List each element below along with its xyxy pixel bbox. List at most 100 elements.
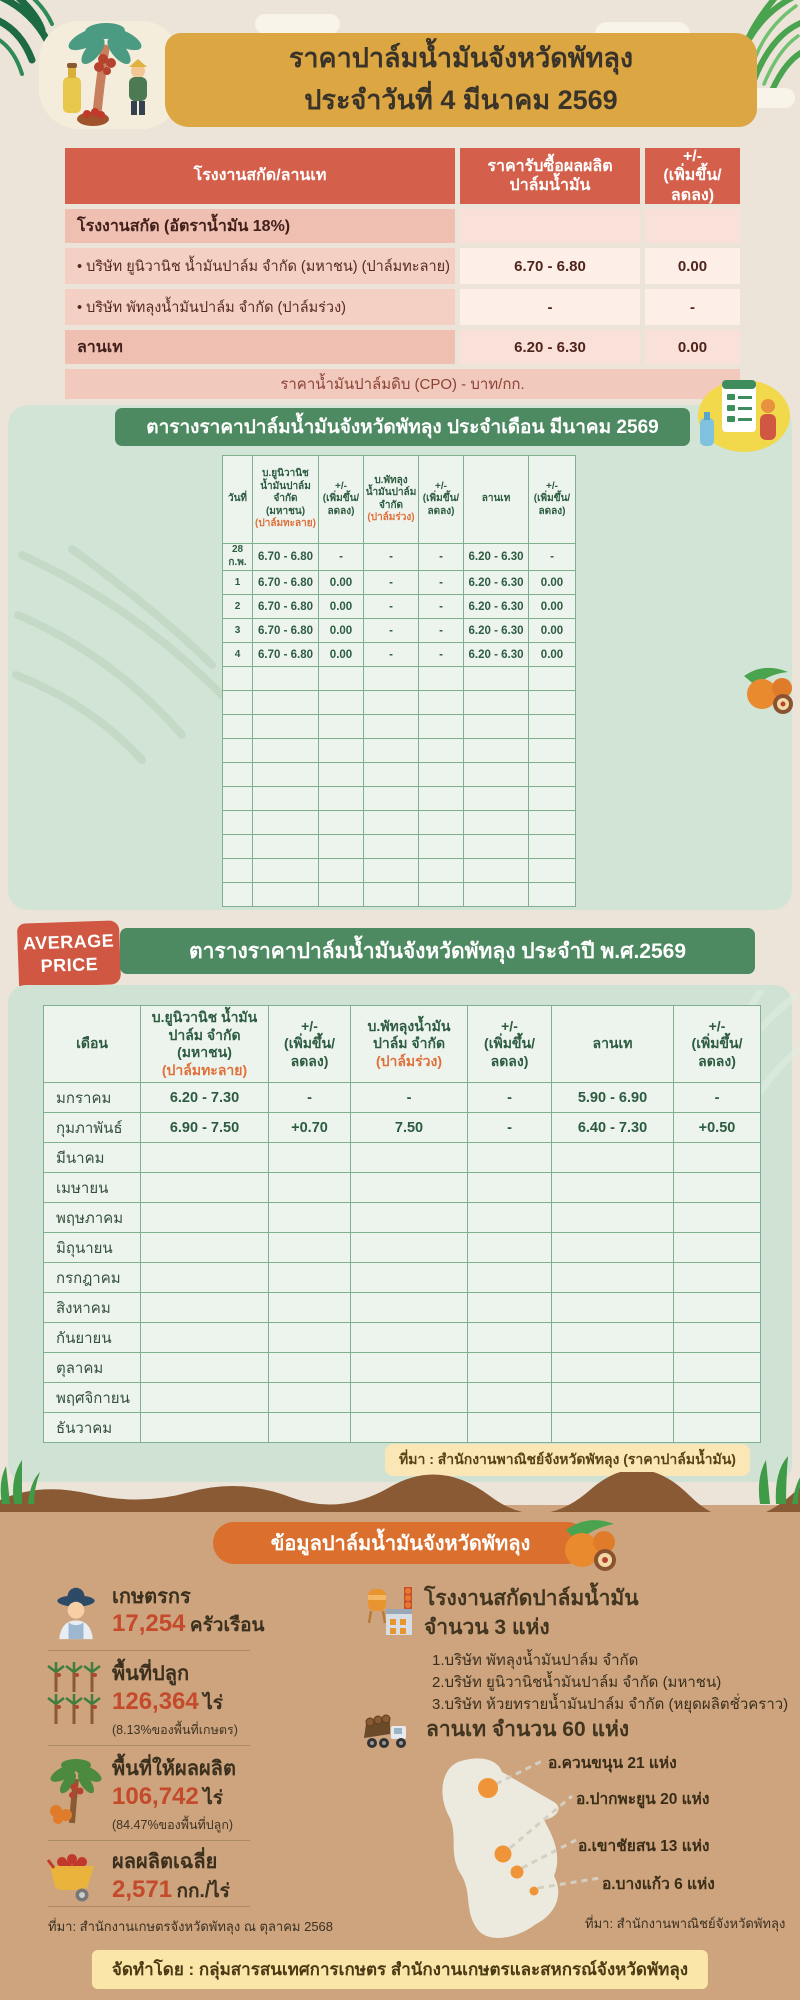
table-cell bbox=[418, 762, 464, 787]
table-cell: - bbox=[418, 594, 464, 619]
table-cell bbox=[222, 834, 253, 859]
table-row: 4 6.70 - 6.80 0.00- -6.20 - 6.30 0.00 bbox=[222, 642, 576, 667]
table-cell: พฤษภาคม bbox=[43, 1202, 141, 1233]
table-cell: - bbox=[528, 543, 576, 571]
table-row bbox=[222, 690, 576, 715]
table-cell bbox=[363, 810, 419, 835]
table-cell bbox=[467, 1232, 552, 1263]
monthly-header-row: วันที่ บ.ยูนิวานิช น้ำมันปาล์ม จำกัด (มหา… bbox=[222, 455, 576, 544]
stat-value-line: 126,364 ไร่ bbox=[112, 1688, 223, 1718]
monthly-price-table: วันที่ บ.ยูนิวานิช น้ำมันปาล์ม จำกัด (มหา… bbox=[222, 455, 576, 907]
factory-item: 3.บริษัท ห้วยทรายน้ำมันปาล์ม จำกัด (หยุด… bbox=[432, 1696, 789, 1713]
stat-value: 106,742 bbox=[112, 1783, 199, 1810]
left-source-note: ที่มา: สำนักงานเกษตรจังหวัดพัทลุง ณ ตุลา… bbox=[48, 1919, 334, 1934]
badge-line2: PRICE bbox=[40, 953, 99, 976]
table-cell bbox=[252, 786, 319, 811]
divider bbox=[48, 1650, 250, 1651]
table-cell bbox=[350, 1172, 468, 1203]
table-cell bbox=[418, 690, 464, 715]
table-cell bbox=[467, 1322, 552, 1353]
table-cell bbox=[363, 738, 419, 763]
table-cell bbox=[268, 1202, 351, 1233]
table-cell bbox=[673, 1382, 761, 1413]
monthly-table-body: 28 ก.พ. 6.70 - 6.80- - -6.20 - 6.30-1 6.70 -… bbox=[222, 543, 576, 907]
truck-icon bbox=[364, 1714, 406, 1748]
yearly-source-text: ที่มา : สำนักงานพาณิชย์จังหวัดพัทลุง (รา… bbox=[399, 1451, 736, 1467]
table-row bbox=[222, 858, 576, 883]
table-cell: 2 bbox=[222, 594, 253, 619]
monthly-banner-text: ตารางราคาปาล์มน้ำมันจังหวัดพัทลุง ประจำเ… bbox=[146, 417, 659, 438]
table-cell bbox=[418, 714, 464, 739]
table-cell bbox=[645, 209, 740, 243]
table-cell: - bbox=[363, 570, 419, 595]
column-header: +/- (เพิ่มขึ้น/ ลดลง) bbox=[318, 455, 364, 544]
grass-right-icon bbox=[758, 1456, 800, 1504]
table-row bbox=[222, 882, 576, 907]
table-cell bbox=[268, 1262, 351, 1293]
farmer-figure bbox=[129, 59, 147, 115]
map-dot-pak-phayun bbox=[494, 1845, 512, 1863]
table-cell bbox=[140, 1202, 269, 1233]
table-cell bbox=[551, 1322, 674, 1353]
table-cell: 6.20 - 6.30 bbox=[463, 594, 529, 619]
stat-value-line: 106,742 ไร่ bbox=[112, 1783, 223, 1813]
column-header: เดือน bbox=[43, 1005, 141, 1083]
table-cell bbox=[673, 1232, 761, 1263]
table-cell: 6.70 - 6.80 bbox=[252, 618, 319, 643]
header-illustration bbox=[39, 21, 181, 129]
table-cell: - bbox=[418, 570, 464, 595]
table-row: สิงหาคม bbox=[43, 1292, 761, 1323]
table-cell bbox=[318, 786, 364, 811]
table-cell: 3 bbox=[222, 618, 253, 643]
table-row: มกราคม 6.20 - 7.30- - -5.90 - 6.90- bbox=[43, 1082, 761, 1113]
table-cell bbox=[268, 1352, 351, 1383]
district-label: อ.เขาชัยสน 13 แห่ง bbox=[578, 1838, 710, 1855]
table-cell bbox=[252, 714, 319, 739]
table-cell: 0.00 bbox=[528, 618, 576, 643]
table-cell bbox=[222, 666, 253, 691]
table-cell bbox=[673, 1352, 761, 1383]
table-cell: เมษายน bbox=[43, 1172, 141, 1203]
district-label: อ.ปากพะยูน 20 แห่ง bbox=[576, 1791, 710, 1808]
table-cell: - bbox=[460, 289, 640, 325]
table-cell: 6.20 - 7.30 bbox=[140, 1082, 269, 1113]
table-cell: 6.70 - 6.80 bbox=[252, 543, 319, 571]
table-cell bbox=[528, 690, 576, 715]
table-row: 1 6.70 - 6.80 0.00- -6.20 - 6.30 0.00 bbox=[222, 570, 576, 595]
table-cell: - bbox=[350, 1082, 468, 1113]
column-header: ลานเท bbox=[551, 1005, 674, 1083]
factory-title-line1: โรงงานสกัดปาล์มน้ำมัน bbox=[424, 1587, 639, 1610]
table-cell bbox=[350, 1202, 468, 1233]
table-cell bbox=[268, 1412, 351, 1443]
table-cell: 6.20 - 6.30 bbox=[463, 570, 529, 595]
table-cell bbox=[528, 810, 576, 835]
palm-leaf-top-left-icon bbox=[0, 0, 54, 76]
divider bbox=[48, 1906, 250, 1907]
table-cell bbox=[252, 666, 319, 691]
table-cell bbox=[467, 1352, 552, 1383]
table-row bbox=[222, 786, 576, 811]
table-cell: ธันวาคม bbox=[43, 1412, 141, 1443]
table-cell bbox=[551, 1412, 674, 1443]
palm-grove-icon bbox=[47, 1662, 101, 1724]
table-row bbox=[222, 666, 576, 691]
stat-value: 126,364 bbox=[112, 1688, 199, 1715]
table-cell: กันยายน bbox=[43, 1322, 141, 1353]
yearly-table-banner: ตารางราคาปาล์มน้ำมันจังหวัดพัทลุง ประจำป… bbox=[120, 928, 755, 974]
table-cell: กรกฎาคม bbox=[43, 1262, 141, 1293]
table-cell bbox=[463, 714, 529, 739]
table-cell: - bbox=[418, 618, 464, 643]
map-dot-khuan-khanun bbox=[478, 1778, 498, 1798]
table-cell: 0.00 bbox=[528, 642, 576, 667]
column-header: +/- (เพิ่มขึ้น/ ลดลง) bbox=[673, 1005, 761, 1083]
table-cell bbox=[318, 882, 364, 907]
table-cell bbox=[350, 1352, 468, 1383]
table-row: กุมภาพันธ์ 6.90 - 7.50 +0.70 7.50-6.40 - 7.… bbox=[43, 1112, 761, 1143]
table-cell: ลานเท bbox=[65, 330, 455, 364]
table-cell bbox=[673, 1322, 761, 1353]
page-title-line2: ประจำวันที่ 4 มีนาคม 2569 bbox=[304, 85, 618, 115]
table-row: ตุลาคม bbox=[43, 1352, 761, 1383]
badge-line1: AVERAGE bbox=[22, 930, 115, 954]
table-cell bbox=[252, 858, 319, 883]
